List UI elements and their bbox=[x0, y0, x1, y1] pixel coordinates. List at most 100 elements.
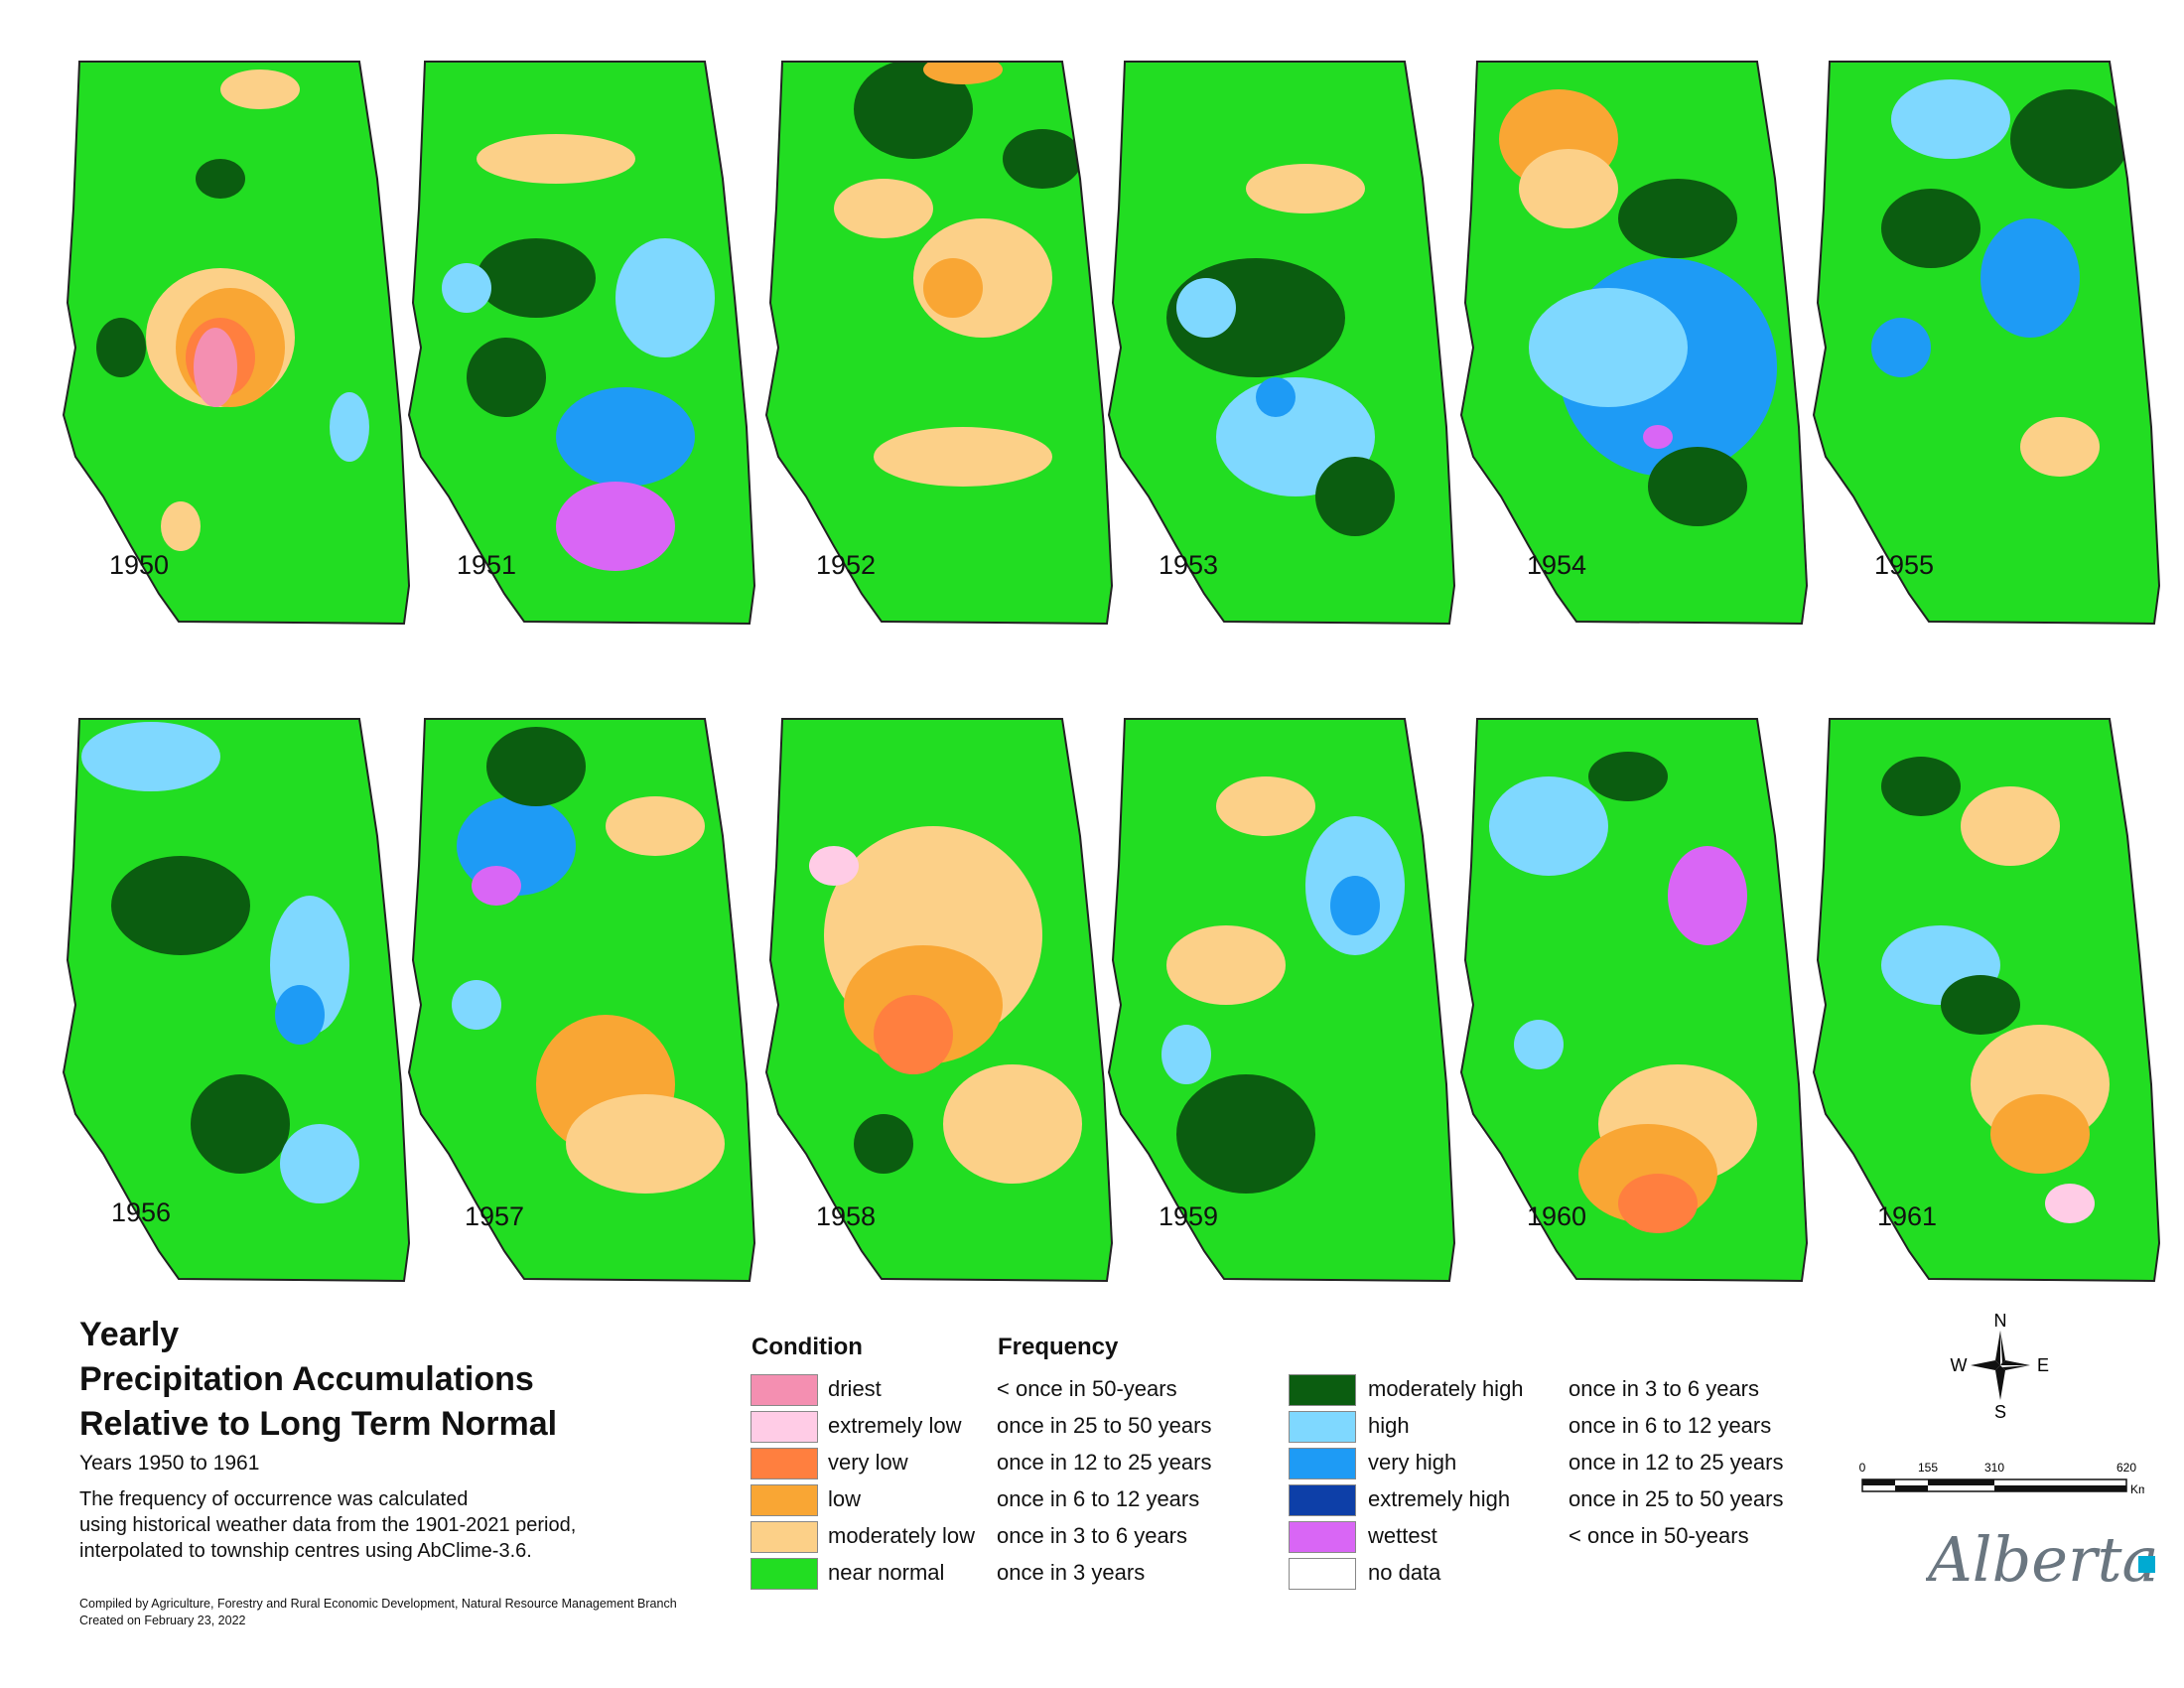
scale-tick-310: 310 bbox=[1984, 1461, 2004, 1475]
map-panel-1954: 1954 bbox=[1459, 50, 1817, 665]
precipitation-map-1952 bbox=[764, 61, 1114, 626]
description: The frequency of occurrence was calculat… bbox=[79, 1486, 695, 1564]
map-region-1950-6 bbox=[330, 392, 369, 462]
legend-frequency-label: once in 6 to 12 years bbox=[1569, 1413, 1772, 1438]
title-line-2: Precipitation Accumulations bbox=[79, 1360, 534, 1398]
map-region-1954-1 bbox=[1519, 149, 1618, 228]
map-region-1959-3 bbox=[1166, 925, 1286, 1005]
alberta-logo-text: Alberta bbox=[1926, 1523, 2159, 1596]
map-region-1956-0 bbox=[81, 722, 220, 791]
scale-tick-155: 155 bbox=[1918, 1461, 1938, 1475]
legend-swatch bbox=[751, 1558, 818, 1590]
legend-frequency-label: < once in 50-years bbox=[997, 1376, 1177, 1401]
map-panel-1959: 1959 bbox=[1107, 707, 1464, 1323]
map-region-1958-3 bbox=[809, 846, 859, 886]
map-region-1956-3 bbox=[275, 985, 325, 1045]
map-region-1959-4 bbox=[1176, 1074, 1315, 1194]
legend-swatch bbox=[1289, 1558, 1356, 1590]
map-region-1954-3 bbox=[1529, 288, 1688, 407]
map-region-1956-5 bbox=[280, 1124, 359, 1203]
map-region-1957-2 bbox=[486, 727, 586, 806]
year-label-1956: 1956 bbox=[111, 1197, 172, 1227]
map-region-1954-5 bbox=[1643, 425, 1673, 449]
legend-condition-label: driest bbox=[828, 1376, 882, 1401]
years-range-text: Years 1950 to 1961 bbox=[79, 1452, 260, 1475]
year-label-1950: 1950 bbox=[109, 550, 170, 580]
compass-s: S bbox=[1994, 1402, 2006, 1420]
map-region-1960-6 bbox=[1514, 1020, 1564, 1069]
credits-line-2: Created on February 23, 2022 bbox=[79, 1614, 246, 1627]
map-region-1956-1 bbox=[111, 856, 250, 955]
legend-condition-label: very low bbox=[828, 1450, 908, 1475]
legend-frequency-label: once in 12 to 25 years bbox=[997, 1450, 1212, 1475]
legend-row: near normal once in 3 years bbox=[751, 1556, 1306, 1592]
map-region-1959-1 bbox=[1330, 876, 1380, 935]
legend-swatch bbox=[751, 1448, 818, 1479]
map-region-1955-2 bbox=[1980, 218, 2080, 338]
map-region-1959-2 bbox=[1216, 776, 1315, 836]
legend-swatch bbox=[1289, 1411, 1356, 1443]
map-region-1960-2 bbox=[1588, 752, 1668, 801]
precipitation-map-1958 bbox=[764, 718, 1114, 1283]
map-region-1953-3 bbox=[1256, 377, 1296, 417]
map-region-1957-5 bbox=[566, 1094, 725, 1194]
map-panel-1952: 1952 bbox=[764, 50, 1122, 665]
legend-condition-label: extremely low bbox=[828, 1413, 962, 1438]
title-line-1: Yearly bbox=[79, 1316, 180, 1353]
year-label-1953: 1953 bbox=[1159, 550, 1219, 580]
map-region-1952-4 bbox=[874, 427, 1052, 487]
legend-swatch bbox=[1289, 1374, 1356, 1406]
legend-frequency-label: once in 25 to 50 years bbox=[1569, 1486, 1784, 1511]
legend-row: very high once in 12 to 25 years bbox=[1289, 1446, 1844, 1481]
map-region-1961-1 bbox=[1881, 757, 1961, 816]
compass-e: E bbox=[2037, 1355, 2049, 1375]
map-region-1961-0 bbox=[1961, 786, 2060, 866]
title-block: Yearly Precipitation Accumulations Relat… bbox=[79, 1313, 715, 1447]
map-region-1957-3 bbox=[606, 796, 705, 856]
legend-row: driest < once in 50-years bbox=[751, 1372, 1306, 1408]
legend-condition-label: moderately low bbox=[828, 1523, 975, 1548]
map-region-1954-4 bbox=[1618, 179, 1737, 258]
legend-frequency-label: < once in 50-years bbox=[1569, 1523, 1749, 1548]
map-panel-1951: 1951 bbox=[407, 50, 764, 665]
map-region-1950-4 bbox=[220, 70, 300, 109]
legend-row: extremely low once in 25 to 50 years bbox=[751, 1409, 1306, 1445]
map-region-1960-1 bbox=[1668, 846, 1747, 945]
scale-tick-620: 620 bbox=[2116, 1461, 2136, 1475]
map-region-1955-5 bbox=[1871, 318, 1931, 377]
map-region-1953-0 bbox=[1246, 164, 1365, 213]
map-panel-1950: 1950 bbox=[62, 50, 419, 665]
legend-row: low once in 6 to 12 years bbox=[751, 1482, 1306, 1518]
legend-condition-label: high bbox=[1368, 1413, 1410, 1438]
credits-line-1: Compiled by Agriculture, Forestry and Ru… bbox=[79, 1597, 677, 1611]
map-region-1957-6 bbox=[452, 980, 501, 1030]
map-region-1960-0 bbox=[1489, 776, 1608, 876]
year-label-1958: 1958 bbox=[816, 1201, 877, 1231]
precipitation-map-1961 bbox=[1812, 718, 2161, 1283]
legend-row: high once in 6 to 12 years bbox=[1289, 1409, 1844, 1445]
legend-condition-label: near normal bbox=[828, 1560, 945, 1585]
map-region-1951-0 bbox=[477, 134, 635, 184]
precipitation-map-1960 bbox=[1459, 718, 1809, 1283]
year-label-1951: 1951 bbox=[457, 550, 517, 580]
map-region-1953-5 bbox=[1315, 457, 1395, 536]
map-panel-1960: 1960 bbox=[1459, 707, 1817, 1323]
scale-unit: Km bbox=[2130, 1482, 2144, 1496]
precipitation-map-1954 bbox=[1459, 61, 1809, 626]
map-region-1950-7 bbox=[96, 318, 146, 377]
credits: Compiled by Agriculture, Forestry and Ru… bbox=[79, 1596, 677, 1629]
map-region-1957-1 bbox=[472, 866, 521, 906]
map-panel-1957: 1957 bbox=[407, 707, 764, 1323]
map-region-1955-1 bbox=[2010, 89, 2129, 189]
legend-frequency-label: once in 25 to 50 years bbox=[997, 1413, 1212, 1438]
map-region-1961-5 bbox=[2045, 1184, 2095, 1223]
map-panel-1961: 1961 bbox=[1812, 707, 2169, 1323]
precipitation-map-1955 bbox=[1812, 61, 2161, 626]
map-region-1953-4 bbox=[1176, 278, 1236, 338]
map-panel-1956: 1956 bbox=[62, 707, 419, 1323]
legend-swatch bbox=[1289, 1484, 1356, 1516]
legend-condition-label: extremely high bbox=[1368, 1486, 1511, 1511]
title-line-3: Relative to Long Term Normal bbox=[79, 1405, 558, 1443]
map-region-1960-5 bbox=[1618, 1174, 1698, 1233]
map-region-1958-5 bbox=[854, 1114, 913, 1174]
